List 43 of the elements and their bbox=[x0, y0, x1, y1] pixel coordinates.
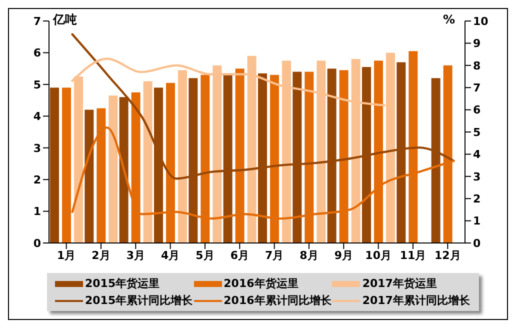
x-tick-label: 8月 bbox=[300, 248, 318, 262]
x-tick-label: 7月 bbox=[265, 248, 284, 262]
y-tick-label: 4 bbox=[33, 110, 42, 124]
y2-tick-label: 0 bbox=[473, 236, 481, 250]
x-tick-label: 4月 bbox=[161, 248, 180, 262]
legend-label: 2017年货运里 bbox=[362, 276, 437, 291]
y-tick-label: 5 bbox=[33, 78, 41, 92]
y-tick-label: 0 bbox=[33, 236, 42, 250]
y2-tick-label: 5 bbox=[473, 126, 481, 139]
y2-axis-title: % bbox=[442, 12, 455, 27]
x-tick-label: 10月 bbox=[365, 248, 392, 262]
legend-label: 2015年货运里 bbox=[85, 276, 160, 291]
legend-label: 2016年累计同比增长 bbox=[224, 293, 332, 308]
y-tick-label: 2 bbox=[33, 173, 41, 186]
x-tick-label: 11月 bbox=[400, 248, 426, 262]
legend-label: 2017年累计同比增长 bbox=[362, 293, 470, 308]
bar bbox=[143, 81, 152, 243]
x-tick-label: 3月 bbox=[126, 248, 145, 262]
x-tick-label: 2月 bbox=[92, 248, 110, 262]
y-tick-label: 7 bbox=[33, 14, 41, 28]
y-tick-label: 6 bbox=[33, 46, 42, 60]
y2-tick-label: 4 bbox=[473, 148, 481, 162]
x-tick-label: 6月 bbox=[230, 248, 249, 262]
bar bbox=[50, 88, 59, 243]
bar bbox=[108, 96, 118, 243]
x-tick-label: 5月 bbox=[196, 248, 214, 262]
y-tick-label: 1 bbox=[33, 205, 41, 218]
y-tick-label: 3 bbox=[33, 142, 41, 155]
y2-tick-label: 9 bbox=[473, 37, 481, 50]
y2-tick-label: 7 bbox=[473, 82, 481, 95]
x-tick-label: 12月 bbox=[434, 248, 461, 262]
y2-tick-label: 6 bbox=[473, 104, 481, 117]
x-tick-label: 1月 bbox=[57, 248, 76, 262]
y2-tick-label: 8 bbox=[473, 59, 481, 72]
y-axis-title: 亿吨 bbox=[52, 12, 77, 27]
y2-tick-label: 2 bbox=[473, 192, 481, 206]
legend-label: 2016年货运里 bbox=[224, 276, 298, 291]
y2-tick-label: 1 bbox=[473, 214, 481, 228]
bar bbox=[84, 110, 94, 243]
y2-tick-label: 3 bbox=[473, 170, 481, 184]
x-tick-label: 9月 bbox=[334, 248, 353, 262]
y2-tick-label: 10 bbox=[473, 14, 489, 28]
legend-label: 2015年累计同比增长 bbox=[85, 293, 193, 308]
